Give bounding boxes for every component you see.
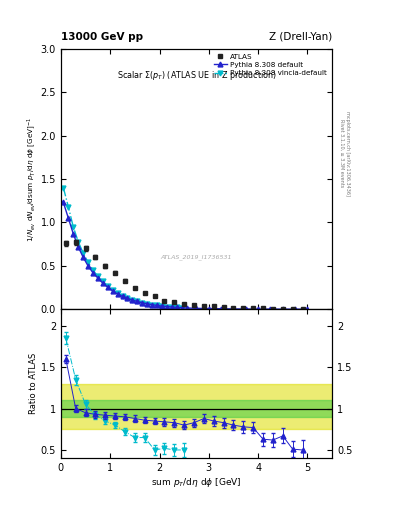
Y-axis label: $1/N_{ev}$ d$N_{ev}$/dsum $p_T$/d$\eta$ d$\phi$ [GeV]$^{-1}$: $1/N_{ev}$ d$N_{ev}$/dsum $p_T$/d$\eta$ … xyxy=(25,116,38,242)
Text: Rivet 3.1.10, ≥ 3.3M events: Rivet 3.1.10, ≥ 3.3M events xyxy=(339,119,344,188)
Legend: ATLAS, Pythia 8.308 default, Pythia 8.308 vincia-default: ATLAS, Pythia 8.308 default, Pythia 8.30… xyxy=(212,52,329,78)
X-axis label: sum $p_T$/d$\eta$ d$\phi$ [GeV]: sum $p_T$/d$\eta$ d$\phi$ [GeV] xyxy=(151,476,242,489)
Text: mcplots.cern.ch [arXiv:1306.3436]: mcplots.cern.ch [arXiv:1306.3436] xyxy=(345,111,350,196)
Text: ATLAS_2019_I1736531: ATLAS_2019_I1736531 xyxy=(161,254,232,260)
Y-axis label: Ratio to ATLAS: Ratio to ATLAS xyxy=(29,353,38,414)
Text: Scalar $\Sigma(p_T)$ (ATLAS UE in Z production): Scalar $\Sigma(p_T)$ (ATLAS UE in Z prod… xyxy=(117,70,276,82)
Text: 13000 GeV pp: 13000 GeV pp xyxy=(61,32,143,42)
Text: Z (Drell-Yan): Z (Drell-Yan) xyxy=(269,32,332,42)
